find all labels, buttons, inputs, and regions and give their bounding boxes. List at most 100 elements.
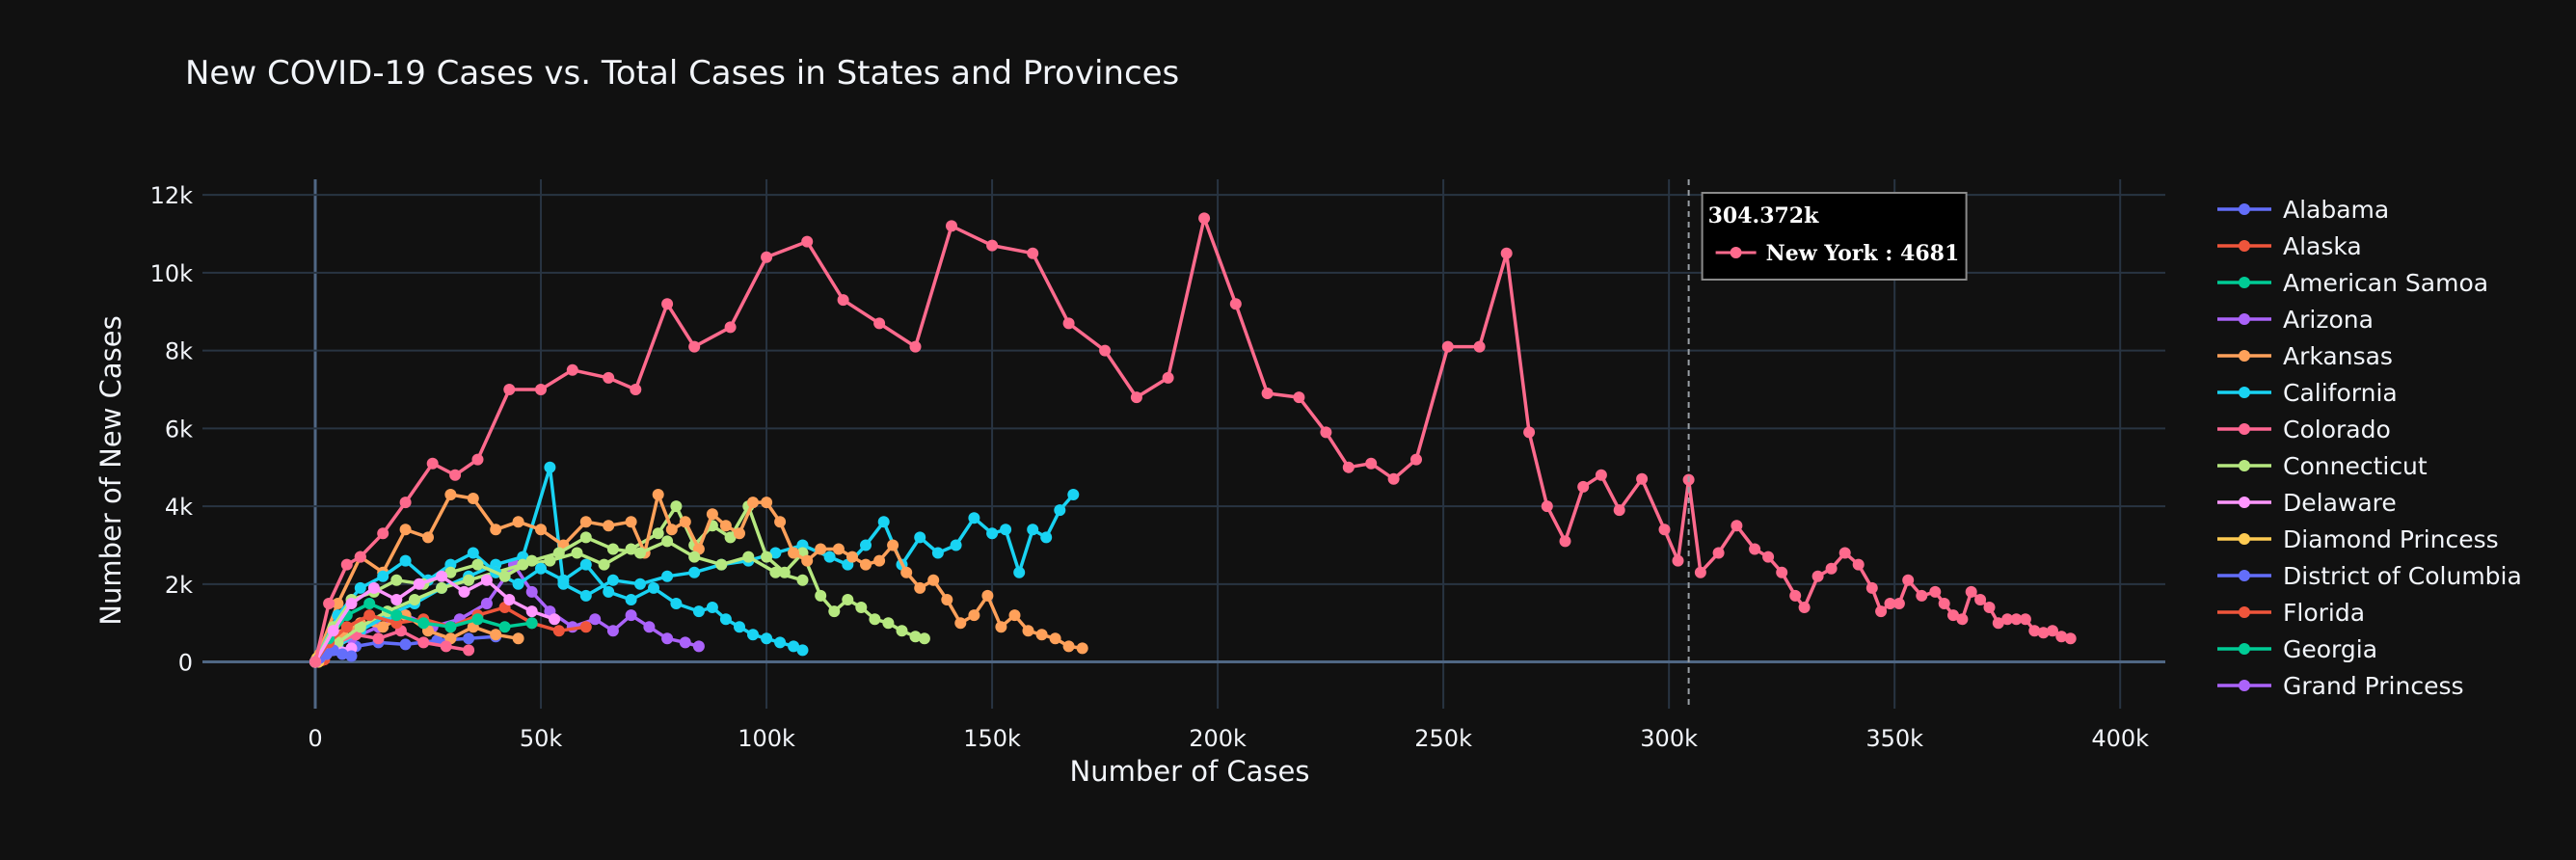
data-point[interactable] xyxy=(1474,341,1486,353)
data-point[interactable] xyxy=(526,555,538,567)
data-point[interactable] xyxy=(910,341,922,353)
data-point[interactable] xyxy=(377,571,389,582)
data-point[interactable] xyxy=(688,551,700,563)
data-point[interactable] xyxy=(661,632,673,644)
data-point[interactable] xyxy=(417,636,429,648)
data-point[interactable] xyxy=(824,551,836,563)
data-point[interactable] xyxy=(1163,372,1174,384)
data-point[interactable] xyxy=(1262,388,1274,399)
data-point[interactable] xyxy=(580,590,592,602)
data-point[interactable] xyxy=(626,594,637,605)
data-point[interactable] xyxy=(549,613,560,625)
data-point[interactable] xyxy=(860,559,872,571)
data-point[interactable] xyxy=(526,617,538,629)
data-point[interactable] xyxy=(1956,613,1968,625)
data-point[interactable] xyxy=(1826,563,1838,575)
data-point[interactable] xyxy=(1596,470,1607,481)
data-point[interactable] xyxy=(626,516,637,527)
data-point[interactable] xyxy=(653,527,664,539)
data-point[interactable] xyxy=(341,559,353,571)
data-point[interactable] xyxy=(427,458,439,470)
data-point[interactable] xyxy=(1929,586,1941,598)
data-point[interactable] xyxy=(346,598,358,609)
data-point[interactable] xyxy=(328,625,339,636)
data-point[interactable] xyxy=(873,317,885,329)
data-point[interactable] xyxy=(1673,555,1684,567)
data-point[interactable] xyxy=(557,575,569,586)
data-point[interactable] xyxy=(377,527,389,539)
data-point[interactable] xyxy=(842,594,853,605)
data-point[interactable] xyxy=(373,632,385,644)
data-point[interactable] xyxy=(1523,426,1535,438)
data-point[interactable] xyxy=(490,629,501,640)
data-point[interactable] xyxy=(1000,524,1011,535)
data-point[interactable] xyxy=(1077,642,1088,654)
data-point[interactable] xyxy=(390,609,402,621)
data-point[interactable] xyxy=(968,512,979,524)
data-point[interactable] xyxy=(1659,524,1671,535)
data-point[interactable] xyxy=(986,527,998,539)
data-point[interactable] xyxy=(580,559,592,571)
data-point[interactable] xyxy=(1939,598,1950,609)
data-point[interactable] xyxy=(1063,317,1075,329)
data-point[interactable] xyxy=(725,321,737,333)
data-point[interactable] xyxy=(927,575,939,586)
data-point[interactable] xyxy=(1776,567,1787,578)
data-point[interactable] xyxy=(1762,551,1774,563)
data-point[interactable] xyxy=(1063,640,1075,652)
data-point[interactable] xyxy=(309,657,321,668)
data-point[interactable] xyxy=(535,563,547,575)
data-point[interactable] xyxy=(1799,602,1811,613)
data-point[interactable] xyxy=(954,617,966,629)
data-point[interactable] xyxy=(481,575,493,586)
data-point[interactable] xyxy=(626,609,637,621)
data-point[interactable] xyxy=(1866,582,1878,594)
data-point[interactable] xyxy=(648,582,659,594)
data-point[interactable] xyxy=(468,548,479,559)
data-point[interactable] xyxy=(653,489,664,500)
data-point[interactable] xyxy=(580,621,592,632)
data-point[interactable] xyxy=(873,555,885,567)
data-point[interactable] xyxy=(1040,531,1052,543)
data-point[interactable] xyxy=(914,531,926,543)
data-point[interactable] xyxy=(607,575,619,586)
data-point[interactable] xyxy=(553,625,565,636)
data-point[interactable] xyxy=(1050,632,1061,644)
data-point[interactable] xyxy=(774,516,786,527)
data-point[interactable] xyxy=(436,571,447,582)
data-point[interactable] xyxy=(838,294,849,306)
data-point[interactable] xyxy=(449,470,461,481)
data-point[interactable] xyxy=(828,605,840,617)
data-point[interactable] xyxy=(1713,548,1725,559)
data-point[interactable] xyxy=(1731,520,1742,531)
data-point[interactable] xyxy=(1614,504,1625,516)
data-point[interactable] xyxy=(661,298,673,309)
data-point[interactable] xyxy=(882,617,894,629)
data-point[interactable] xyxy=(535,384,547,395)
data-point[interactable] xyxy=(355,551,366,563)
data-point[interactable] xyxy=(1023,625,1034,636)
data-point[interactable] xyxy=(914,582,926,594)
data-point[interactable] xyxy=(693,640,705,652)
data-point[interactable] xyxy=(1974,594,1986,605)
data-point[interactable] xyxy=(417,617,429,629)
data-point[interactable] xyxy=(630,384,641,395)
data-point[interactable] xyxy=(995,621,1006,632)
data-point[interactable] xyxy=(1343,462,1355,473)
data-point[interactable] xyxy=(801,555,813,567)
data-point[interactable] xyxy=(1812,571,1824,582)
data-point[interactable] xyxy=(846,551,858,563)
data-point[interactable] xyxy=(1410,454,1422,466)
data-point[interactable] xyxy=(797,575,809,586)
data-point[interactable] xyxy=(400,555,412,567)
data-point[interactable] xyxy=(919,632,930,644)
data-point[interactable] xyxy=(720,520,732,531)
data-point[interactable] xyxy=(707,602,718,613)
data-point[interactable] xyxy=(472,454,484,466)
data-point[interactable] xyxy=(441,640,452,652)
data-point[interactable] xyxy=(734,527,745,539)
data-point[interactable] xyxy=(815,590,826,602)
data-point[interactable] xyxy=(1853,559,1865,571)
data-point[interactable] xyxy=(688,341,700,353)
data-point[interactable] xyxy=(1009,609,1021,621)
